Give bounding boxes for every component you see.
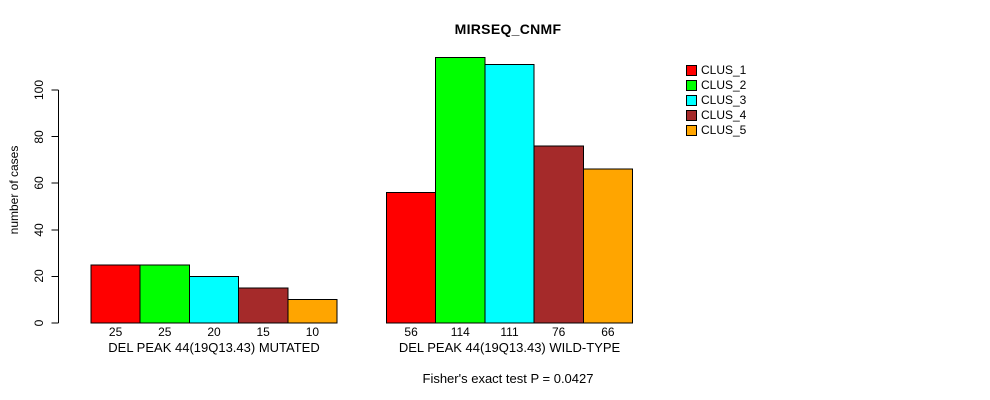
x-group-label: DEL PEAK 44(19Q13.43) MUTATED [108, 340, 320, 355]
bar-clus_2-group2 [435, 56, 486, 324]
bar-value-label: 114 [450, 325, 470, 339]
bar-clus_3-group1 [188, 275, 240, 324]
bar-clus_5-group2 [582, 168, 633, 324]
bar-clus_3-group2 [484, 63, 535, 324]
bar-clus_1-group2 [386, 192, 437, 324]
legend-label: CLUS_3 [701, 93, 747, 107]
bar-value-label: 56 [404, 325, 418, 339]
legend-swatch-clus_2 [686, 80, 697, 91]
bar-value-label: 25 [158, 325, 172, 339]
bar-value-label: 66 [601, 325, 615, 339]
bar-value-label: 15 [256, 325, 270, 339]
annotation-text: Fisher's exact test P = 0.0427 [422, 371, 594, 386]
bar-clus_4-group2 [533, 145, 584, 324]
bar-value-label: 76 [552, 325, 566, 339]
y-tick-label: 20 [32, 269, 46, 284]
bar-clus_5-group1 [287, 299, 338, 324]
legend-item: CLUS_5 [686, 123, 746, 138]
legend-item: CLUS_3 [686, 93, 746, 108]
legend-item: CLUS_4 [686, 108, 746, 123]
legend-label: CLUS_4 [701, 108, 747, 122]
y-tick-label: 100 [32, 79, 46, 101]
bar-value-label: 10 [305, 325, 320, 339]
legend-label: CLUS_5 [701, 123, 747, 137]
bar-clus_4-group1 [238, 287, 289, 324]
legend-label: CLUS_1 [701, 63, 747, 77]
bar-value-label: 25 [108, 325, 123, 339]
legend-swatch-clus_1 [686, 65, 697, 76]
legend-swatch-clus_5 [686, 125, 697, 136]
bar-clus_1-group1 [90, 264, 141, 324]
y-tick-label: 60 [32, 176, 46, 190]
legend-swatch-clus_3 [686, 95, 697, 106]
bar-value-label: 111 [500, 325, 519, 339]
y-tick-label: 40 [32, 223, 46, 237]
legend-item: CLUS_2 [686, 78, 746, 93]
x-group-label: DEL PEAK 44(19Q13.43) WILD-TYPE [398, 340, 621, 355]
legend: CLUS_1 CLUS_2 CLUS_3 CLUS_4 CLUS_5 [686, 63, 746, 138]
legend-item: CLUS_1 [686, 63, 746, 78]
y-tick-label: 0 [32, 319, 46, 327]
legend-label: CLUS_2 [701, 78, 747, 92]
y-tick-label: 80 [32, 129, 46, 144]
bar-value-label: 20 [207, 325, 221, 339]
bar-clus_2-group1 [139, 264, 190, 324]
chart-title: MIRSEQ_CNMF [454, 21, 562, 37]
legend-swatch-clus_4 [686, 110, 697, 121]
